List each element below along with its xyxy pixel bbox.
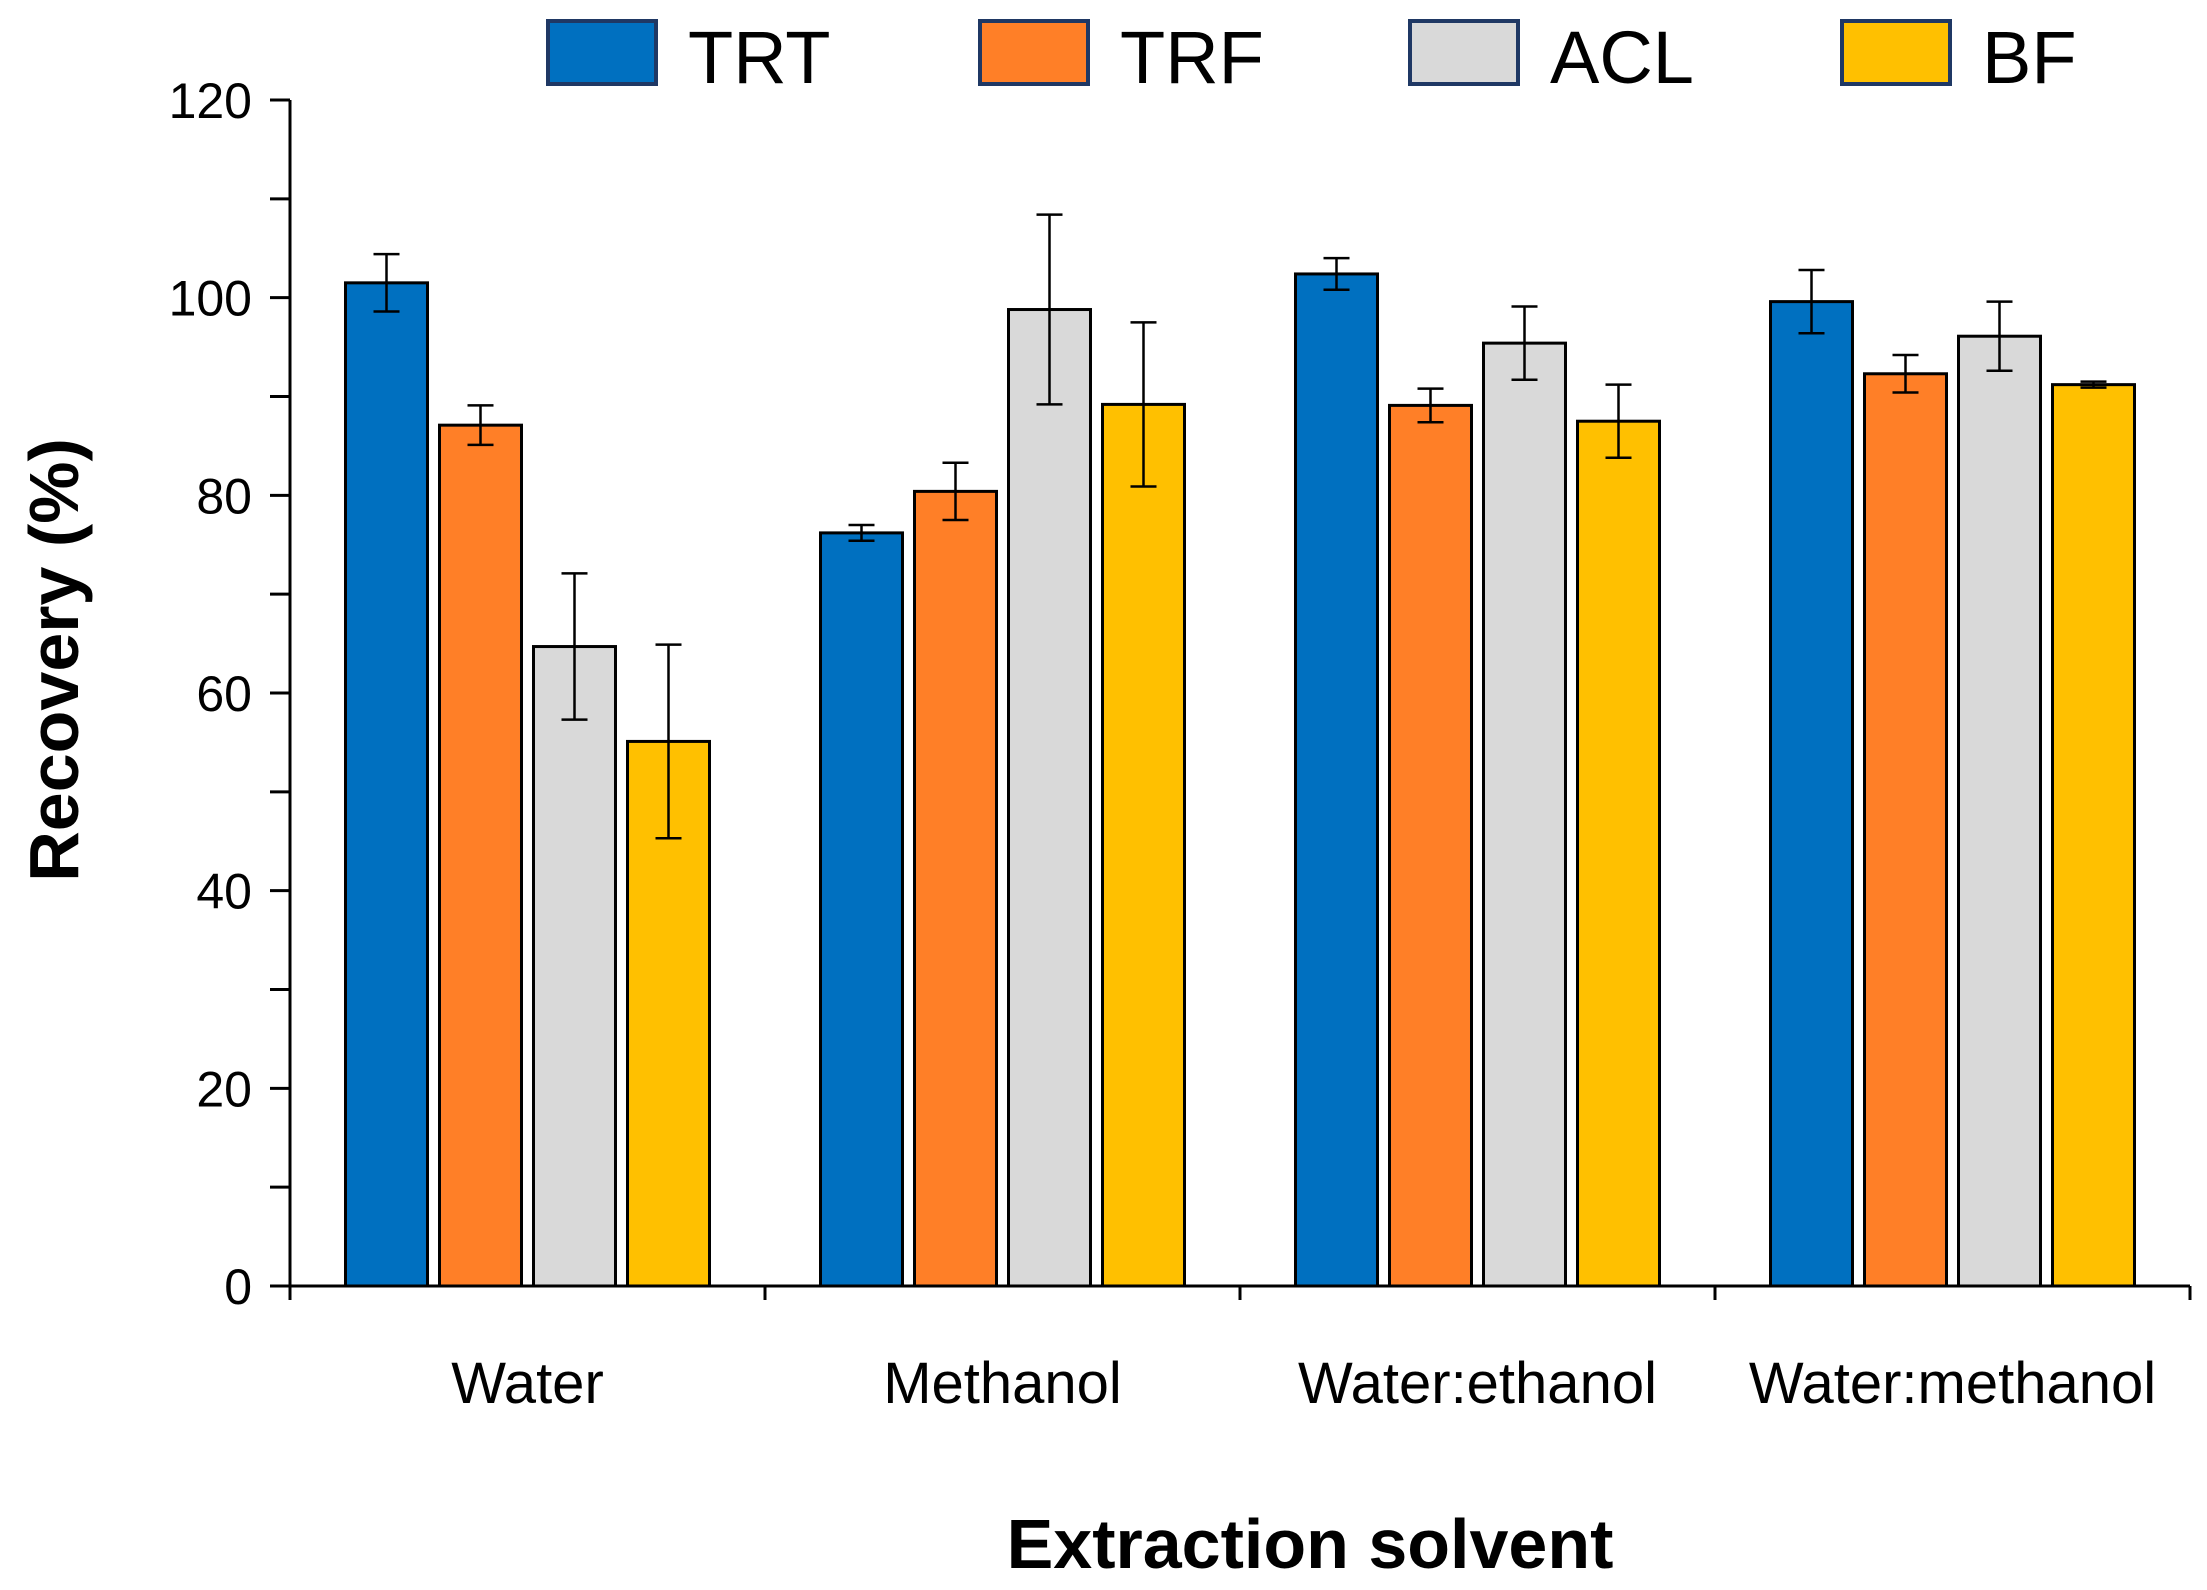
legend-swatch: [978, 19, 1090, 86]
bar-trf-2: [1388, 403, 1473, 1288]
x-axis-title: Extraction solvent: [1007, 1505, 1614, 1583]
legend: TRT TRF ACL BF: [546, 16, 2077, 99]
bar-acl-3: [1957, 334, 2042, 1288]
error-bar-trt-0: [373, 252, 400, 313]
error-bar-bf-1: [1130, 321, 1157, 488]
legend-item-bf: BF: [1840, 16, 2077, 99]
y-tick-label: 40: [196, 864, 252, 920]
error-bar-bf-0: [655, 643, 682, 840]
x-category-label: Water:ethanol: [1298, 1351, 1657, 1416]
x-category-label: Water:methanol: [1749, 1351, 2156, 1416]
legend-swatch: [1840, 19, 1952, 86]
legend-label: ACL: [1550, 16, 1694, 99]
legend-swatch: [546, 19, 658, 86]
error-bar-trf-0: [467, 404, 494, 447]
error-bar-trt-3: [1798, 268, 1825, 335]
legend-item-trt: TRT: [546, 16, 831, 99]
bar-acl-2: [1482, 341, 1567, 1288]
legend-item-acl: ACL: [1408, 16, 1694, 99]
bars: [344, 272, 2136, 1288]
bar-trf-0: [438, 423, 523, 1288]
x-category-label: Water: [451, 1351, 604, 1416]
y-tick-label: 60: [196, 666, 252, 722]
error-bar-trt-1: [848, 523, 875, 543]
bar-trf-3: [1863, 372, 1948, 1288]
legend-item-trf: TRF: [978, 16, 1264, 99]
x-category-label: Methanol: [883, 1351, 1122, 1416]
bar-trt-1: [819, 531, 904, 1288]
bar-bf-1: [1101, 402, 1186, 1288]
error-bars: [373, 213, 2107, 840]
error-bar-acl-3: [1986, 300, 2013, 373]
y-tick-label: 80: [196, 468, 252, 524]
bar-trt-2: [1294, 272, 1379, 1288]
error-bar-trf-3: [1892, 353, 1919, 394]
legend-label: TRT: [688, 16, 831, 99]
error-bar-bf-3: [2080, 380, 2107, 389]
bar-trf-1: [913, 489, 998, 1288]
error-bar-acl-0: [561, 572, 588, 721]
axes: 0 20 40 60 80 100 120 Water Methanol Water:ethan…: [169, 73, 2192, 1416]
y-tick-label: 100: [169, 271, 252, 327]
legend-label: TRF: [1120, 16, 1264, 99]
bar-bf-2: [1576, 419, 1661, 1288]
error-bar-trf-1: [942, 461, 969, 522]
bar-acl-0: [532, 645, 617, 1288]
bar-trt-3: [1769, 300, 1854, 1288]
bar-acl-1: [1007, 308, 1092, 1288]
bar-trt-0: [344, 281, 429, 1288]
legend-swatch: [1408, 19, 1520, 86]
y-ticks: 0 20 40 60 80 100 120: [169, 73, 290, 1315]
error-bar-bf-2: [1605, 383, 1632, 460]
error-bar-acl-2: [1511, 305, 1538, 381]
x-ticks: Water Methanol Water:ethanol Water:methanol: [288, 1286, 2192, 1416]
error-bar-trt-2: [1323, 256, 1350, 292]
legend-label: BF: [1982, 16, 2077, 99]
error-bar-acl-1: [1036, 213, 1063, 406]
y-tick-label: 20: [196, 1061, 252, 1117]
y-tick-label: 120: [169, 73, 252, 129]
y-tick-label: 0: [224, 1259, 252, 1315]
error-bar-trf-2: [1417, 387, 1444, 424]
bar-bf-3: [2051, 383, 2136, 1288]
y-axis-title: Recovery (%): [15, 438, 93, 882]
